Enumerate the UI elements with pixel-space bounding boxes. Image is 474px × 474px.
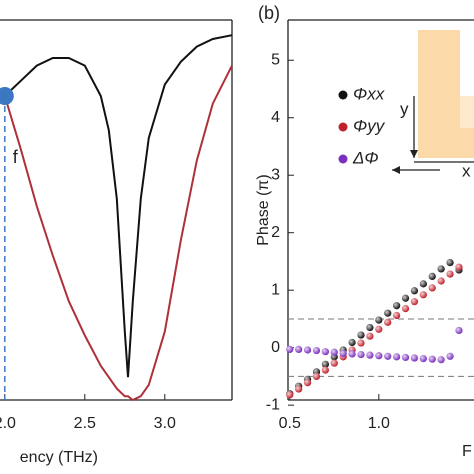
y-tick-label: -1 (266, 396, 280, 413)
point-shine (348, 350, 356, 358)
panel-label: (b) (258, 3, 280, 23)
point-shine (401, 294, 410, 302)
point-shine (428, 272, 436, 280)
point-shine (446, 259, 454, 267)
point-shine (321, 360, 329, 368)
x-tick-label: 0.5 (279, 415, 301, 432)
line-series (4, 34, 233, 378)
y-tick-label: 0 (271, 339, 280, 356)
point-shine (437, 277, 445, 285)
point-shine (437, 356, 445, 364)
point-shine (419, 280, 427, 288)
x-axis-label: ency (THz) (20, 449, 98, 466)
point-shine (455, 326, 463, 335)
point-shine (357, 331, 365, 339)
y-tick-label: 5 (271, 51, 280, 68)
legend-label: ΔΦ (352, 148, 379, 167)
point-shine (419, 291, 427, 299)
legend-label: Φyy (353, 116, 386, 135)
point-shine (321, 348, 329, 356)
point-shine (437, 265, 445, 273)
x-tick-label: 3.0 (154, 415, 176, 432)
point-shine (330, 348, 338, 356)
marker-label: f (13, 147, 19, 167)
point-shine (286, 345, 294, 354)
point-shine (419, 355, 427, 363)
legend-dot (338, 154, 348, 164)
point-shine (410, 354, 419, 362)
point-shine (295, 385, 303, 393)
point-shine (339, 349, 347, 358)
point-shine (375, 316, 383, 324)
point-shine (410, 287, 419, 295)
point-shine (384, 318, 392, 326)
point-shine (446, 352, 454, 360)
point-shine (393, 353, 401, 361)
point-shine (312, 372, 321, 381)
y-tick-label: 4 (271, 109, 280, 126)
legend-dot (338, 90, 348, 100)
point-shine (401, 304, 410, 313)
point-shine (357, 339, 365, 347)
inset-shape (418, 30, 474, 158)
point-shine (455, 263, 463, 271)
point-shine (366, 332, 374, 340)
point-shine (384, 309, 392, 317)
x-tick-label: 2.5 (74, 415, 96, 432)
inset-label: x (462, 161, 471, 180)
legend-label: Φxx (353, 84, 385, 103)
point-shine (428, 284, 436, 292)
point-shine (366, 323, 374, 332)
point-shine (428, 355, 436, 363)
point-shine (348, 338, 356, 347)
point-shine (375, 352, 383, 360)
point-shine (303, 346, 312, 354)
x-axis-label: F (462, 443, 472, 460)
point-shine (410, 298, 419, 306)
y-axis-label: Phase (π) (255, 174, 272, 246)
point-shine (401, 353, 410, 362)
y-tick-label: 2 (271, 224, 280, 241)
legend-dot (338, 122, 348, 132)
inset-arrowhead (392, 166, 400, 174)
point-shine (393, 311, 401, 320)
point-shine (384, 352, 392, 360)
point-shine (321, 366, 329, 374)
point-shine (295, 345, 303, 354)
point-shine (312, 346, 321, 355)
x-tick-label: 1.0 (368, 415, 390, 432)
inset-label: y (400, 99, 409, 118)
inset-notch (460, 96, 474, 128)
point-shine (286, 391, 294, 399)
inset-arrowhead (410, 150, 418, 158)
marker-dot (0, 87, 14, 105)
point-shine (393, 302, 401, 310)
x-tick-label: 2.0 (0, 415, 16, 432)
point-shine (330, 359, 338, 367)
point-shine (366, 351, 374, 359)
point-shine (357, 350, 365, 359)
y-tick-label: 1 (271, 281, 280, 298)
line-series (3, 65, 233, 402)
point-shine (446, 270, 454, 278)
y-tick-label: 3 (271, 166, 280, 183)
point-shine (375, 325, 383, 333)
point-shine (303, 379, 312, 387)
